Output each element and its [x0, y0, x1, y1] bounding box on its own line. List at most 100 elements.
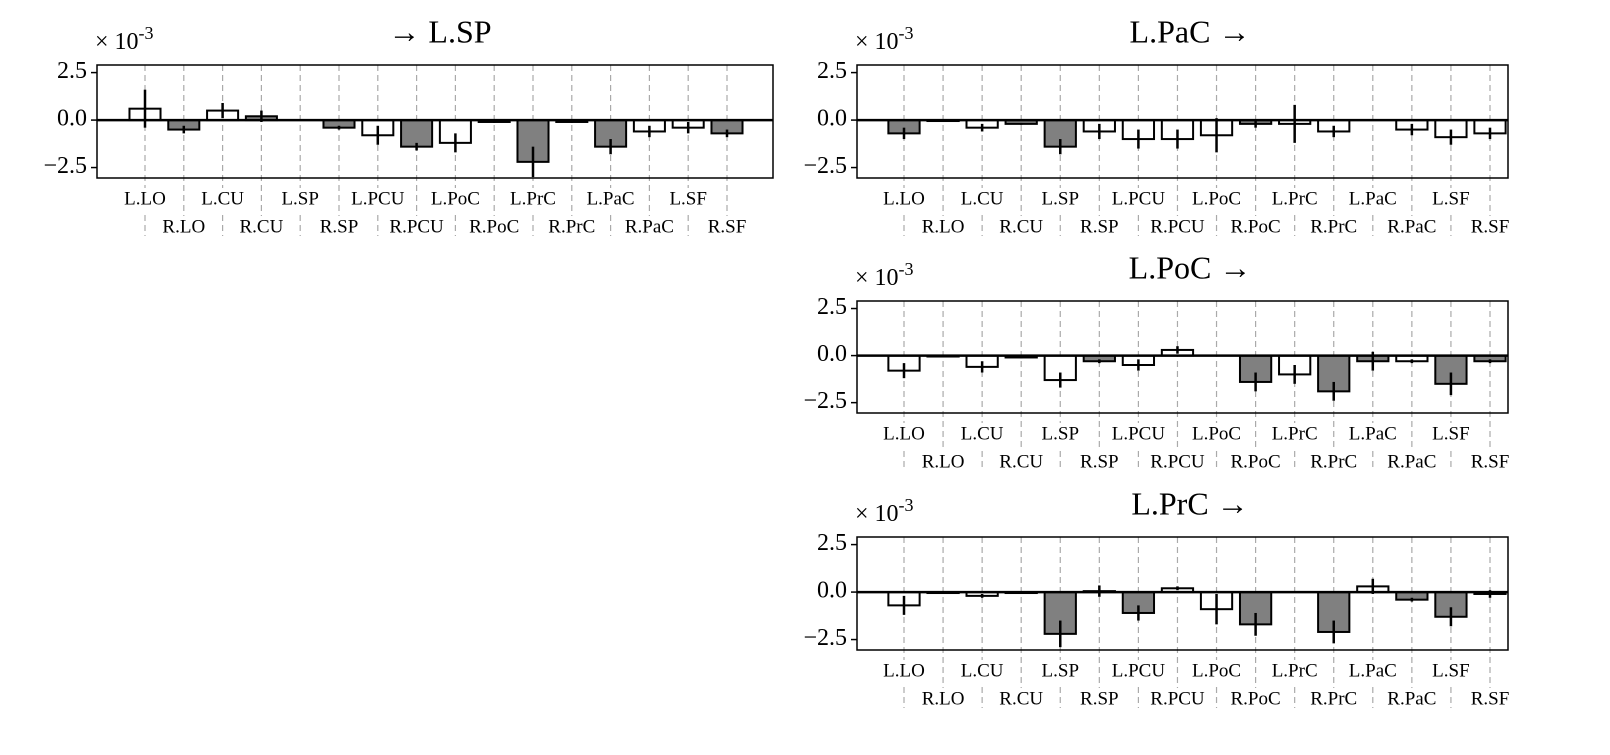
x-tick-label-bg: [1228, 688, 1283, 712]
x-tick-label-bg: [997, 688, 1046, 712]
x-tick-label-bg: [1189, 423, 1244, 447]
axis-multiplier-exponent: -3: [139, 23, 154, 43]
x-tick-label-bg: [1346, 660, 1399, 684]
x-tick-label-bg: [881, 660, 927, 684]
x-tick-label: L.LO: [883, 188, 925, 209]
x-tick-label-bg: [1385, 451, 1439, 475]
axes-frame: [856, 536, 1509, 651]
x-tick-label: R.PaC: [1387, 688, 1436, 709]
x-tick-label: L.PoC: [1192, 188, 1241, 209]
axis-multiplier-exponent: -3: [899, 259, 914, 279]
x-tick-label: L.SF: [1432, 423, 1470, 444]
x-tick-label-bg: [467, 216, 522, 240]
x-tick-label: L.PCU: [1112, 188, 1166, 209]
x-tick-label-bg: [279, 188, 321, 212]
y-tick-label: −2.5: [43, 153, 87, 179]
axis-multiplier: × 10-3: [95, 23, 154, 54]
x-tick-label-bg: [919, 688, 967, 712]
x-tick-label-bg: [1189, 660, 1244, 684]
chart-title: L.PaC →: [1130, 13, 1251, 49]
x-tick-label-bg: [1430, 188, 1472, 212]
x-tick-label: L.LO: [883, 423, 925, 444]
x-tick-label: R.PrC: [1310, 216, 1357, 237]
x-tick-label: R.PoC: [1231, 216, 1281, 237]
axis-multiplier-base: × 10: [855, 501, 899, 527]
axis-multiplier: × 10-3: [855, 23, 914, 54]
x-tick-label-bg: [958, 423, 1006, 447]
x-tick-label-bg: [1385, 216, 1439, 240]
axes-frame: [96, 64, 774, 179]
x-tick-label-bg: [1109, 660, 1168, 684]
axis-multiplier-base: × 10: [95, 29, 139, 55]
x-tick-label-bg: [1078, 688, 1121, 712]
chart-title: L.PoC →: [1129, 249, 1252, 285]
x-tick-label-bg: [1269, 188, 1320, 212]
x-tick-label-bg: [1346, 423, 1399, 447]
x-tick-label-bg: [1109, 188, 1168, 212]
y-tick-label: 2.5: [817, 294, 847, 320]
x-tick-label: L.SP: [281, 188, 319, 209]
x-tick-label: R.PaC: [1387, 216, 1436, 237]
x-tick-label-bg: [1078, 216, 1121, 240]
x-tick-label: L.PrC: [510, 188, 556, 209]
axis-multiplier: × 10-3: [855, 495, 914, 526]
subplot: L.PaC → × 10-3 2.5 0.0 −2.5 L.LO R.LO L.CU R.CU L…: [803, 13, 1512, 240]
y-tick-label: 0.0: [57, 106, 87, 132]
x-tick-label-bg: [1109, 423, 1168, 447]
y-tick-label: −2.5: [803, 153, 847, 179]
x-tick-label: L.CU: [961, 660, 1004, 681]
x-tick-label-bg: [584, 188, 637, 212]
x-tick-label-bg: [428, 188, 482, 212]
subplot: L.PoC → × 10-3 2.5 0.0 −2.5 L.LO R.LO L.CU R.CU L…: [803, 249, 1512, 475]
x-tick-label-bg: [667, 188, 709, 212]
x-tick-label: L.SP: [1042, 188, 1080, 209]
x-tick-label-bg: [1148, 688, 1207, 712]
x-tick-label-bg: [919, 216, 967, 240]
x-tick-label: R.CU: [999, 451, 1043, 472]
axis-multiplier-base: × 10: [855, 265, 899, 291]
y-tick-label: 2.5: [817, 58, 847, 84]
x-tick-label-bg: [881, 423, 927, 447]
axis-multiplier-exponent: -3: [899, 23, 914, 43]
x-tick-label-bg: [1468, 216, 1512, 240]
axis-multiplier-exponent: -3: [899, 495, 914, 515]
x-tick-label-bg: [1039, 423, 1082, 447]
x-tick-label: R.CU: [999, 216, 1043, 237]
x-tick-label-bg: [1430, 423, 1472, 447]
x-tick-label-bg: [1308, 688, 1360, 712]
x-tick-label-bg: [1189, 188, 1244, 212]
x-tick-label-bg: [387, 216, 446, 240]
x-tick-label: L.SF: [1432, 188, 1470, 209]
x-tick-label: R.PCU: [389, 216, 444, 237]
subplot: → L.SP × 10-3 2.5 0.0 −2.5 L.LO R.LO L.CU R.CU L.…: [43, 13, 774, 240]
x-tick-label: R.SP: [1080, 216, 1119, 237]
x-tick-label: L.PrC: [1272, 188, 1318, 209]
x-tick-label: L.LO: [124, 188, 166, 209]
x-tick-label-bg: [1269, 660, 1320, 684]
x-tick-label-bg: [958, 188, 1006, 212]
x-tick-label-bg: [958, 660, 1006, 684]
x-tick-label-bg: [622, 216, 676, 240]
chart-title: → L.SP: [388, 13, 491, 49]
x-tick-label-bg: [1078, 451, 1121, 475]
x-tick-label: L.PCU: [1112, 423, 1166, 444]
x-tick-label-bg: [199, 188, 246, 212]
x-tick-label: L.SF: [1432, 660, 1470, 681]
x-tick-label-bg: [1148, 216, 1207, 240]
y-tick-label: 0.0: [817, 341, 847, 367]
x-tick-label-bg: [1039, 660, 1082, 684]
x-tick-label: L.CU: [961, 423, 1004, 444]
x-tick-label: R.SP: [320, 216, 359, 237]
y-tick-label: −2.5: [803, 625, 847, 651]
chart-title: L.PrC →: [1131, 485, 1248, 521]
x-tick-label-bg: [919, 451, 967, 475]
x-tick-label-bg: [237, 216, 286, 240]
x-tick-label: L.PaC: [1349, 188, 1397, 209]
x-tick-label: L.CU: [961, 188, 1004, 209]
x-tick-label-bg: [1269, 423, 1320, 447]
x-tick-label: L.SP: [1042, 423, 1080, 444]
axes-frame: [856, 64, 1509, 179]
subplot: L.PrC → × 10-3 2.5 0.0 −2.5 L.LO R.LO L.CU R.CU L…: [803, 485, 1512, 712]
y-tick-label: 2.5: [817, 530, 847, 556]
x-tick-label: R.PaC: [625, 216, 674, 237]
